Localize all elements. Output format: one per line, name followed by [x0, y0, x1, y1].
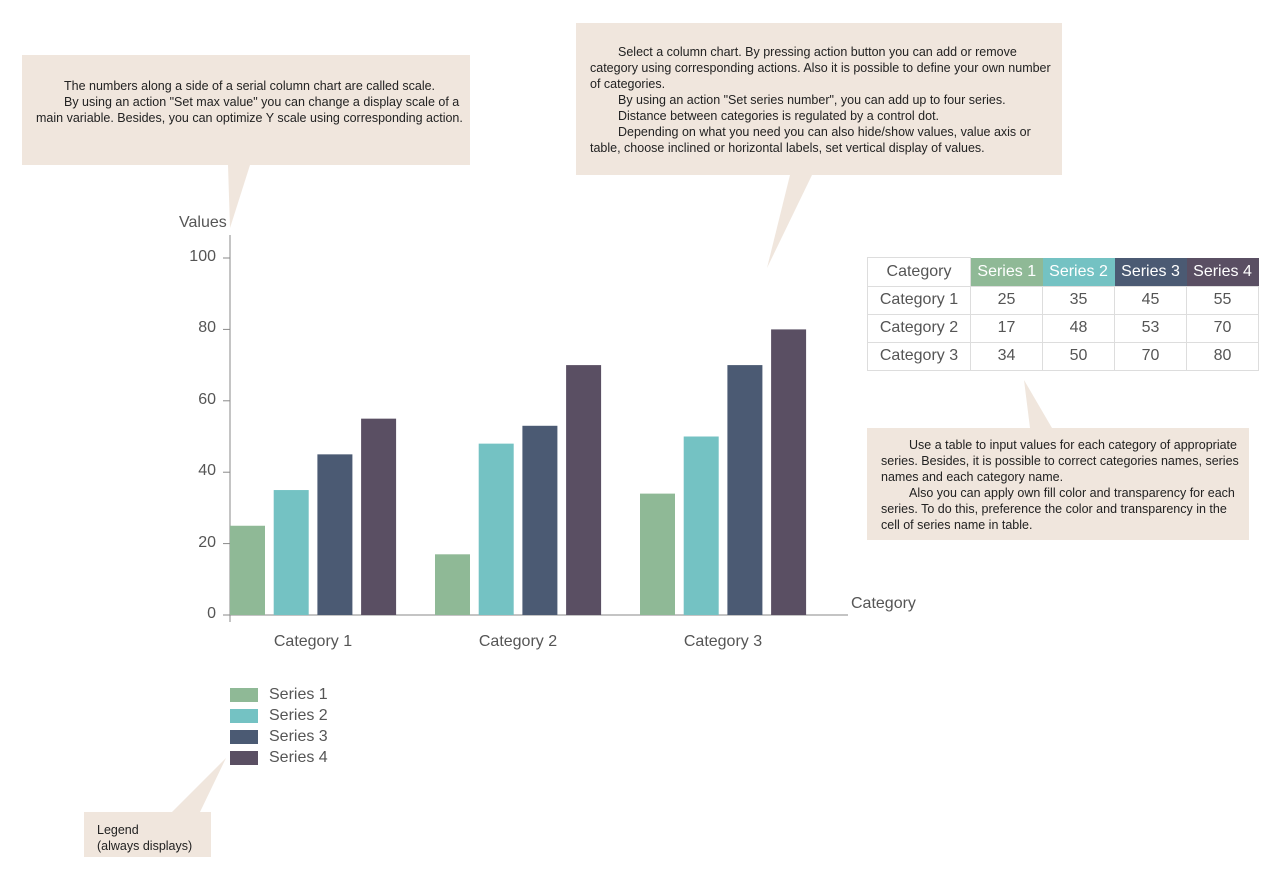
- x-category-label: Category 1: [273, 633, 353, 650]
- bar-2-series-2[interactable]: [478, 443, 514, 615]
- callout-table-text: Use a table to input values for each cat…: [881, 437, 1241, 533]
- table-cell-value[interactable]: 80: [1186, 341, 1259, 371]
- callout-legend-text: Legend (always displays): [97, 822, 192, 854]
- legend-label: Series 2: [269, 706, 328, 724]
- bar-2-series-4[interactable]: [566, 365, 602, 615]
- table-header-series[interactable]: Series 4: [1186, 257, 1259, 286]
- column-chart: [223, 235, 848, 622]
- note-line: Also you can apply own fill color and tr…: [881, 486, 1235, 532]
- table-cell-category[interactable]: Category 1: [867, 285, 971, 315]
- x-category-label: Category 3: [683, 633, 763, 650]
- y-tick-label: 40: [198, 462, 216, 480]
- bar-1-series-2[interactable]: [273, 490, 309, 615]
- chart-legend: Series 1 Series 2 Series 3 Series 4: [230, 684, 328, 768]
- table-cell-category[interactable]: Category 3: [867, 341, 971, 371]
- bar-2-series-1[interactable]: [435, 554, 470, 615]
- bar-3-series-3[interactable]: [727, 365, 763, 615]
- legend-item: Series 3: [230, 726, 328, 747]
- legend-item: Series 4: [230, 747, 328, 768]
- bar-1-series-3[interactable]: [317, 454, 353, 615]
- y-tick-label: 80: [198, 319, 216, 337]
- legend-label: Series 4: [269, 748, 328, 766]
- legend-item: Series 1: [230, 684, 328, 705]
- note-line: The numbers along a side of a serial col…: [64, 79, 436, 93]
- bar-3-series-1[interactable]: [640, 493, 675, 615]
- callouts: [22, 23, 1249, 857]
- legend-swatch: [230, 729, 258, 744]
- callout-scale-text: The numbers along a side of a serial col…: [36, 78, 466, 126]
- table-cell-category[interactable]: Category 2: [867, 313, 971, 343]
- legend-item: Series 2: [230, 705, 328, 726]
- table-cell-value[interactable]: 48: [1042, 313, 1115, 343]
- note-line: By using an action "Set max value" you c…: [36, 95, 463, 125]
- note-line: Select a column chart. By pressing actio…: [590, 45, 1051, 91]
- x-category-label: Category 2: [478, 633, 558, 650]
- table-cell-value[interactable]: 35: [1042, 285, 1115, 315]
- data-table[interactable]: Category Series 1 Series 2 Series 3 Series …: [867, 257, 1259, 371]
- table-cell-value[interactable]: 45: [1114, 285, 1187, 315]
- table-row: Category 1 25 35 45 55: [867, 285, 1259, 315]
- x-axis-title: Category: [851, 595, 916, 612]
- bar-1-series-1[interactable]: [230, 525, 265, 615]
- y-tick-label: 0: [207, 605, 216, 622]
- legend-label: Series 1: [269, 685, 328, 703]
- y-tick-label: 100: [189, 248, 216, 265]
- callout-legend-pointer: [172, 758, 226, 812]
- callout-scale-box: [22, 55, 470, 165]
- table-cell-value[interactable]: 70: [1186, 313, 1259, 343]
- table-row: Category 2 17 48 53 70: [867, 313, 1259, 343]
- table-cell-value[interactable]: 55: [1186, 285, 1259, 315]
- legend-swatch: [230, 708, 258, 723]
- table-cell-value[interactable]: 34: [970, 341, 1043, 371]
- table-header-series[interactable]: Series 1: [970, 257, 1043, 286]
- table-row: Category 3 34 50 70 80: [867, 341, 1259, 371]
- note-line: Depending on what you need you can also …: [590, 125, 1031, 155]
- table-cell-value[interactable]: 70: [1114, 341, 1187, 371]
- table-cell-value[interactable]: 25: [970, 285, 1043, 315]
- note-line: Legend: [97, 823, 139, 837]
- callout-column-text: Select a column chart. By pressing actio…: [590, 44, 1052, 156]
- y-tick-label: 60: [198, 390, 216, 408]
- table-header-series[interactable]: Series 2: [1042, 257, 1115, 286]
- legend-swatch: [230, 687, 258, 702]
- bar-3-series-4[interactable]: [771, 329, 807, 615]
- note-line: Distance between categories is regulated…: [618, 109, 940, 123]
- callout-scale-pointer: [228, 165, 250, 228]
- note-line: By using an action "Set series number", …: [618, 93, 1006, 107]
- bar-3-series-2[interactable]: [683, 436, 719, 616]
- legend-label: Series 3: [269, 727, 328, 745]
- table-cell-value[interactable]: 53: [1114, 313, 1187, 343]
- y-axis-title: Values: [179, 214, 227, 231]
- note-line: (always displays): [97, 839, 193, 853]
- callout-column-box: [576, 23, 1062, 175]
- y-tick-label: 20: [198, 533, 216, 551]
- legend-swatch: [230, 750, 258, 765]
- bar-2-series-3[interactable]: [522, 425, 558, 615]
- table-header-series[interactable]: Series 3: [1114, 257, 1187, 286]
- table-header-category[interactable]: Category: [867, 257, 971, 287]
- bar-1-series-4[interactable]: [361, 418, 397, 615]
- note-line: Use a table to input values for each cat…: [881, 438, 1239, 484]
- table-cell-value[interactable]: 17: [970, 313, 1043, 343]
- table-cell-value[interactable]: 50: [1042, 341, 1115, 371]
- callout-table-pointer: [1024, 380, 1052, 428]
- callout-legend-box: [84, 812, 211, 857]
- callout-table-box: [867, 428, 1249, 540]
- callout-column-pointer: [767, 175, 812, 268]
